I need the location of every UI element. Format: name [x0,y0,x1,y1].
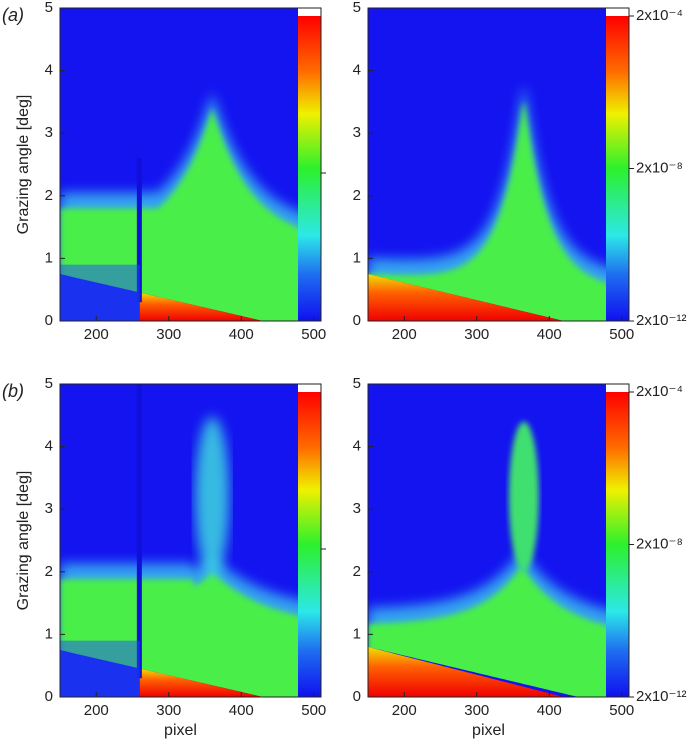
y-tick-label: 1 [45,249,53,266]
y-tick-label: 3 [353,500,361,517]
colorbar-tick-label: 2x10⁻⁸ [636,159,683,176]
y-tick-label: 2 [353,563,361,580]
y-tick-label: 2 [353,187,361,204]
detector-stripe [136,384,142,679]
heatmap-red-band [139,292,263,321]
panel: 200 300 400 500 0 1 2 3 4 5 2x10⁻⁴ 2x10⁻⁸ 2x10⁻¹² [353,0,687,343]
y-tick-label: 4 [353,438,361,455]
x-tick-label: 300 [464,326,489,343]
y-tick-label: 4 [45,438,53,455]
colorbar-tick-label: 2x10⁻⁴ [636,7,683,24]
heatmap [368,384,606,697]
colorbar [606,392,629,697]
x-axis-label: pixel [472,722,505,739]
colorbar-tick-label: 2x10⁻¹² [636,688,686,705]
panel: 200 300 400 500 0 1 2 3 4 5 Grazing angle [deg] (a) [2,0,326,343]
y-tick-label: 0 [45,688,53,705]
frame [367,383,630,698]
x-tick-label: 300 [156,702,181,719]
panel: 200 300 400 500 0 1 2 3 4 5 Grazing angle [deg] pix… [2,375,326,739]
y-tick-label: 1 [45,625,53,642]
y-tick-label: 0 [353,688,361,705]
x-tick-label: 400 [537,326,562,343]
colorbar-tick-label: 2x10⁻⁴ [636,383,683,400]
colorbar [606,16,629,321]
y-tick-label: 5 [45,0,53,16]
x-tick-label: 400 [537,702,562,719]
y-tick-label: 0 [353,312,361,329]
heatmap-region [368,101,606,321]
x-tick-label: 500 [609,702,634,719]
noise-band [60,264,140,321]
panel-label: (a) [2,5,24,25]
y-tick-label: 3 [45,124,53,141]
y-tick-label: 1 [353,249,361,266]
y-tick-label: 4 [45,62,53,79]
panel-label: (b) [2,381,24,401]
heatmap-blob [195,416,230,577]
heatmap [368,8,606,321]
heatmap-blob [508,421,539,572]
frame [367,7,630,322]
heatmap [60,8,298,321]
heatmap [60,384,298,697]
x-tick-label: 200 [392,326,417,343]
y-tick-label: 5 [45,375,53,392]
x-tick-label: 500 [301,702,326,719]
y-tick-label: 2 [45,187,53,204]
colorbar-tick-label: 2x10⁻⁸ [636,535,683,552]
y-tick-label: 3 [45,500,53,517]
heatmap-red-band [368,274,564,321]
x-tick-label: 300 [156,326,181,343]
heatmap-red-band [368,646,564,697]
x-axis-label: pixel [164,722,197,739]
colorbar [298,16,321,321]
x-tick-label: 300 [464,702,489,719]
x-tick-label: 200 [392,702,417,719]
y-tick-label: 2 [45,563,53,580]
y-axis-label: Grazing angle [deg] [15,471,32,611]
y-tick-label: 1 [353,625,361,642]
colorbar-tick-label: 2x10⁻¹² [636,312,686,329]
y-axis-label: Grazing angle [deg] [15,95,32,235]
x-tick-label: 400 [229,326,254,343]
y-tick-label: 0 [45,312,53,329]
detector-stripe [136,158,142,303]
y-tick-label: 3 [353,124,361,141]
x-tick-label: 500 [609,326,634,343]
noise-band [60,640,140,697]
x-tick-label: 200 [84,702,109,719]
heatmap-red-band [139,668,263,697]
frame [59,7,322,322]
panel: 200 300 400 500 0 1 2 3 4 5 2x10⁻⁴ 2x10⁻⁸ 2x10⁻¹² pix… [353,375,687,739]
x-tick-label: 500 [301,326,326,343]
y-tick-label: 5 [353,375,361,392]
y-tick-label: 5 [353,0,361,16]
x-tick-label: 400 [229,702,254,719]
colorbar [298,392,321,697]
x-tick-label: 200 [84,326,109,343]
frame [59,383,322,698]
y-tick-label: 4 [353,62,361,79]
